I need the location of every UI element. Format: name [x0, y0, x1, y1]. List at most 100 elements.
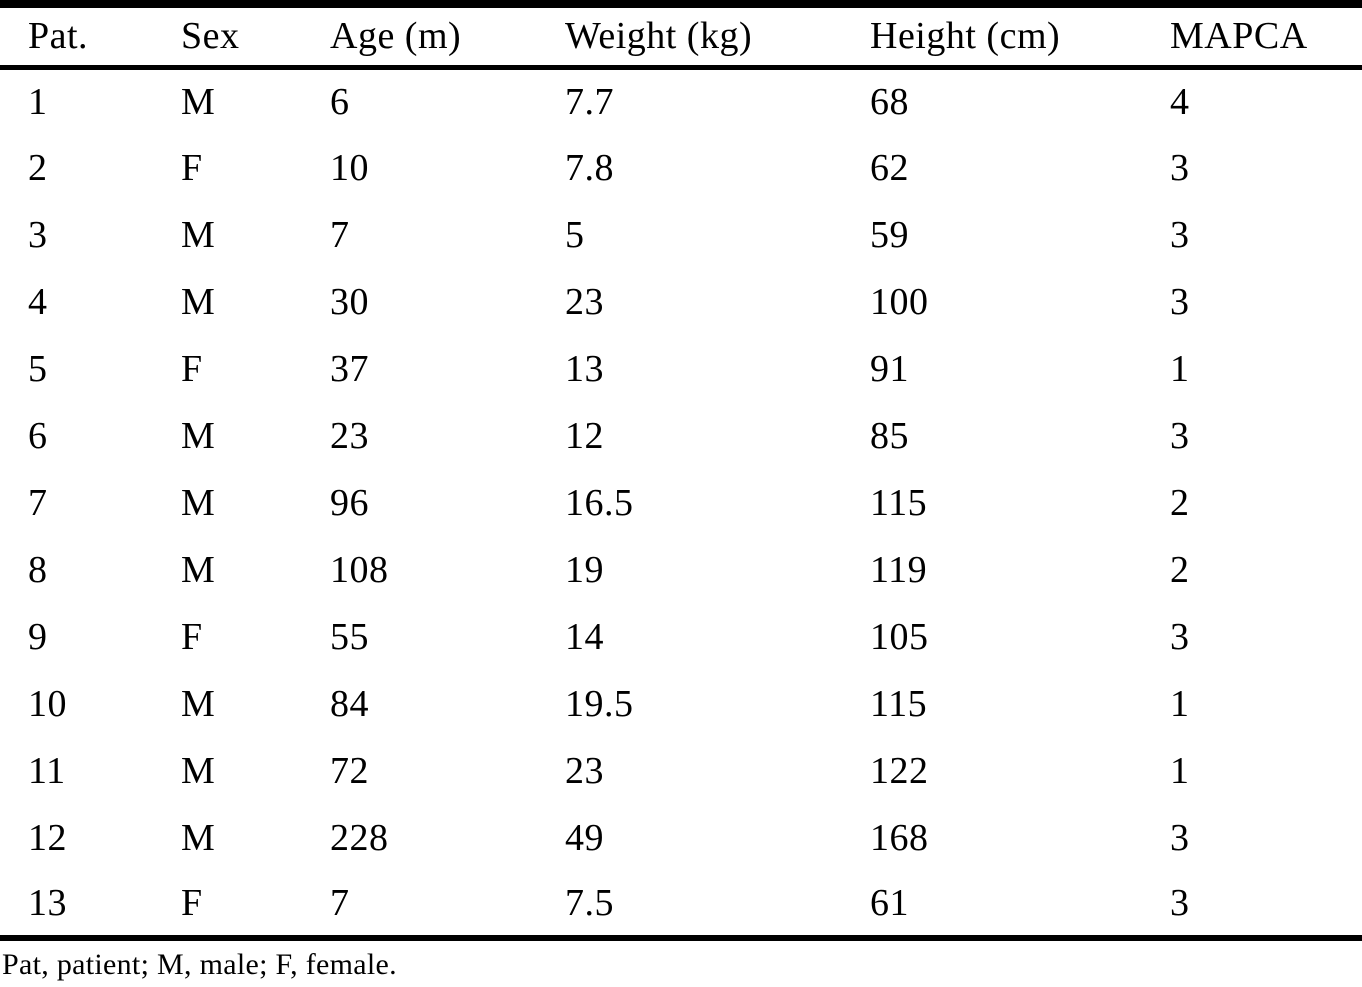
table-cell: 7 — [28, 481, 48, 524]
table-cell: 7 — [330, 882, 350, 924]
table-row: 9 F 55 14 105 3 — [0, 603, 1362, 670]
table-cell: 10 — [330, 146, 369, 189]
table-row: 10 M 84 19.5 115 1 — [0, 670, 1362, 737]
table-cell: 168 — [870, 816, 929, 859]
table-cell: 23 — [565, 749, 604, 792]
table-cell: M — [181, 80, 216, 123]
table-cell: 23 — [565, 280, 604, 323]
table-cell: 4 — [1170, 80, 1190, 123]
table-cell: 3 — [28, 213, 48, 256]
patient-characteristics-table: Pat. Sex Age (m) Weight (kg) Height (cm) MAPC… — [0, 0, 1362, 941]
table-row: 4 M 30 23 100 3 — [0, 268, 1362, 335]
table-cell: 6 — [330, 80, 350, 123]
table-cell: M — [181, 816, 216, 859]
table-cell: 4 — [28, 280, 48, 323]
table-cell: 84 — [330, 682, 369, 725]
table-row: 12 M 228 49 168 3 — [0, 804, 1362, 871]
table-cell: M — [181, 548, 216, 591]
table-footnote: Pat, patient; M, male; F, female. — [2, 948, 397, 981]
table-cell: 3 — [1170, 414, 1190, 457]
table-row: 6 M 23 12 85 3 — [0, 402, 1362, 469]
table-cell: 1 — [1170, 347, 1190, 390]
table-cell: 59 — [870, 213, 909, 256]
table-cell: M — [181, 414, 216, 457]
table-cell: 7 — [330, 213, 350, 256]
table-row: 3 M 7 5 59 3 — [0, 201, 1362, 268]
table-cell: 12 — [28, 816, 67, 859]
table-cell: 16.5 — [565, 481, 634, 524]
table-cell: 3 — [1170, 615, 1190, 658]
table-cell: 72 — [330, 749, 369, 792]
table-cell: M — [181, 682, 216, 725]
table-cell: M — [181, 213, 216, 256]
table-cell: 1 — [28, 80, 48, 123]
table-cell: 115 — [870, 682, 928, 725]
table-cell: 2 — [1170, 481, 1190, 524]
table-row: 7 M 96 16.5 115 2 — [0, 469, 1362, 536]
table-cell: 115 — [870, 481, 928, 524]
table-cell: 55 — [330, 615, 369, 658]
table-cell: 228 — [330, 816, 389, 859]
table-cell: 23 — [330, 414, 369, 457]
table-cell: 85 — [870, 414, 909, 457]
table-cell: 5 — [565, 213, 585, 256]
column-header-age-m: Age (m) — [330, 15, 462, 58]
table-cell: 7.5 — [565, 882, 614, 924]
table-cell: 10 — [28, 682, 67, 725]
table-cell: 37 — [330, 347, 369, 390]
table-cell: 7.8 — [565, 146, 614, 189]
table-cell: 14 — [565, 615, 604, 658]
table-row: 13 F 7 7.5 61 3 — [0, 871, 1362, 938]
table-cell: 1 — [1170, 682, 1190, 725]
table-row: 8 M 108 19 119 2 — [0, 536, 1362, 603]
table-cell: 5 — [28, 347, 48, 390]
table-row: 5 F 37 13 91 1 — [0, 335, 1362, 402]
table-cell: 30 — [330, 280, 369, 323]
table-cell: 2 — [1170, 548, 1190, 591]
table-cell: 8 — [28, 548, 48, 591]
table-cell: 13 — [28, 882, 67, 924]
table-cell: 108 — [330, 548, 389, 591]
table-cell: 11 — [28, 749, 66, 792]
table-cell: 100 — [870, 280, 929, 323]
table-cell: F — [181, 347, 203, 390]
table-cell: 3 — [1170, 816, 1190, 859]
table-cell: 12 — [565, 414, 604, 457]
table-cell: 7.7 — [565, 80, 614, 123]
table-cell: 13 — [565, 347, 604, 390]
table-cell: 1 — [1170, 749, 1190, 792]
table-cell: 3 — [1170, 882, 1190, 924]
table-cell: F — [181, 615, 203, 658]
table-cell: 119 — [870, 548, 928, 591]
table-cell: 3 — [1170, 213, 1190, 256]
table-cell: 122 — [870, 749, 929, 792]
table-cell: 96 — [330, 481, 369, 524]
table-row: 2 F 10 7.8 62 3 — [0, 134, 1362, 201]
table-cell: 91 — [870, 347, 909, 390]
table-row: 1 M 6 7.7 68 4 — [0, 67, 1362, 134]
table-cell: 68 — [870, 80, 909, 123]
table-cell: 105 — [870, 615, 929, 658]
table-cell: 6 — [28, 414, 48, 457]
table-cell: 3 — [1170, 146, 1190, 189]
table-cell: 62 — [870, 146, 909, 189]
column-header-mapca: MAPCA — [1170, 15, 1308, 58]
table-cell: 49 — [565, 816, 604, 859]
table-cell: 61 — [870, 882, 909, 924]
table-cell: M — [181, 481, 216, 524]
table-cell: M — [181, 749, 216, 792]
table-cell: 9 — [28, 615, 48, 658]
table-cell: 3 — [1170, 280, 1190, 323]
table-cell: 2 — [28, 146, 48, 189]
table-cell: 19 — [565, 548, 604, 591]
column-header-height-cm: Height (cm) — [870, 15, 1061, 58]
table-cell: 19.5 — [565, 682, 634, 725]
column-header-sex: Sex — [181, 15, 240, 58]
table-row: 11 M 72 23 122 1 — [0, 737, 1362, 804]
table-cell: M — [181, 280, 216, 323]
table-cell: F — [181, 146, 203, 189]
column-header-pat: Pat. — [28, 15, 89, 58]
column-header-weight-kg: Weight (kg) — [565, 15, 753, 58]
header-row: Pat. Sex Age (m) Weight (kg) Height (cm) MAPC… — [0, 4, 1362, 67]
table-cell: F — [181, 882, 203, 924]
